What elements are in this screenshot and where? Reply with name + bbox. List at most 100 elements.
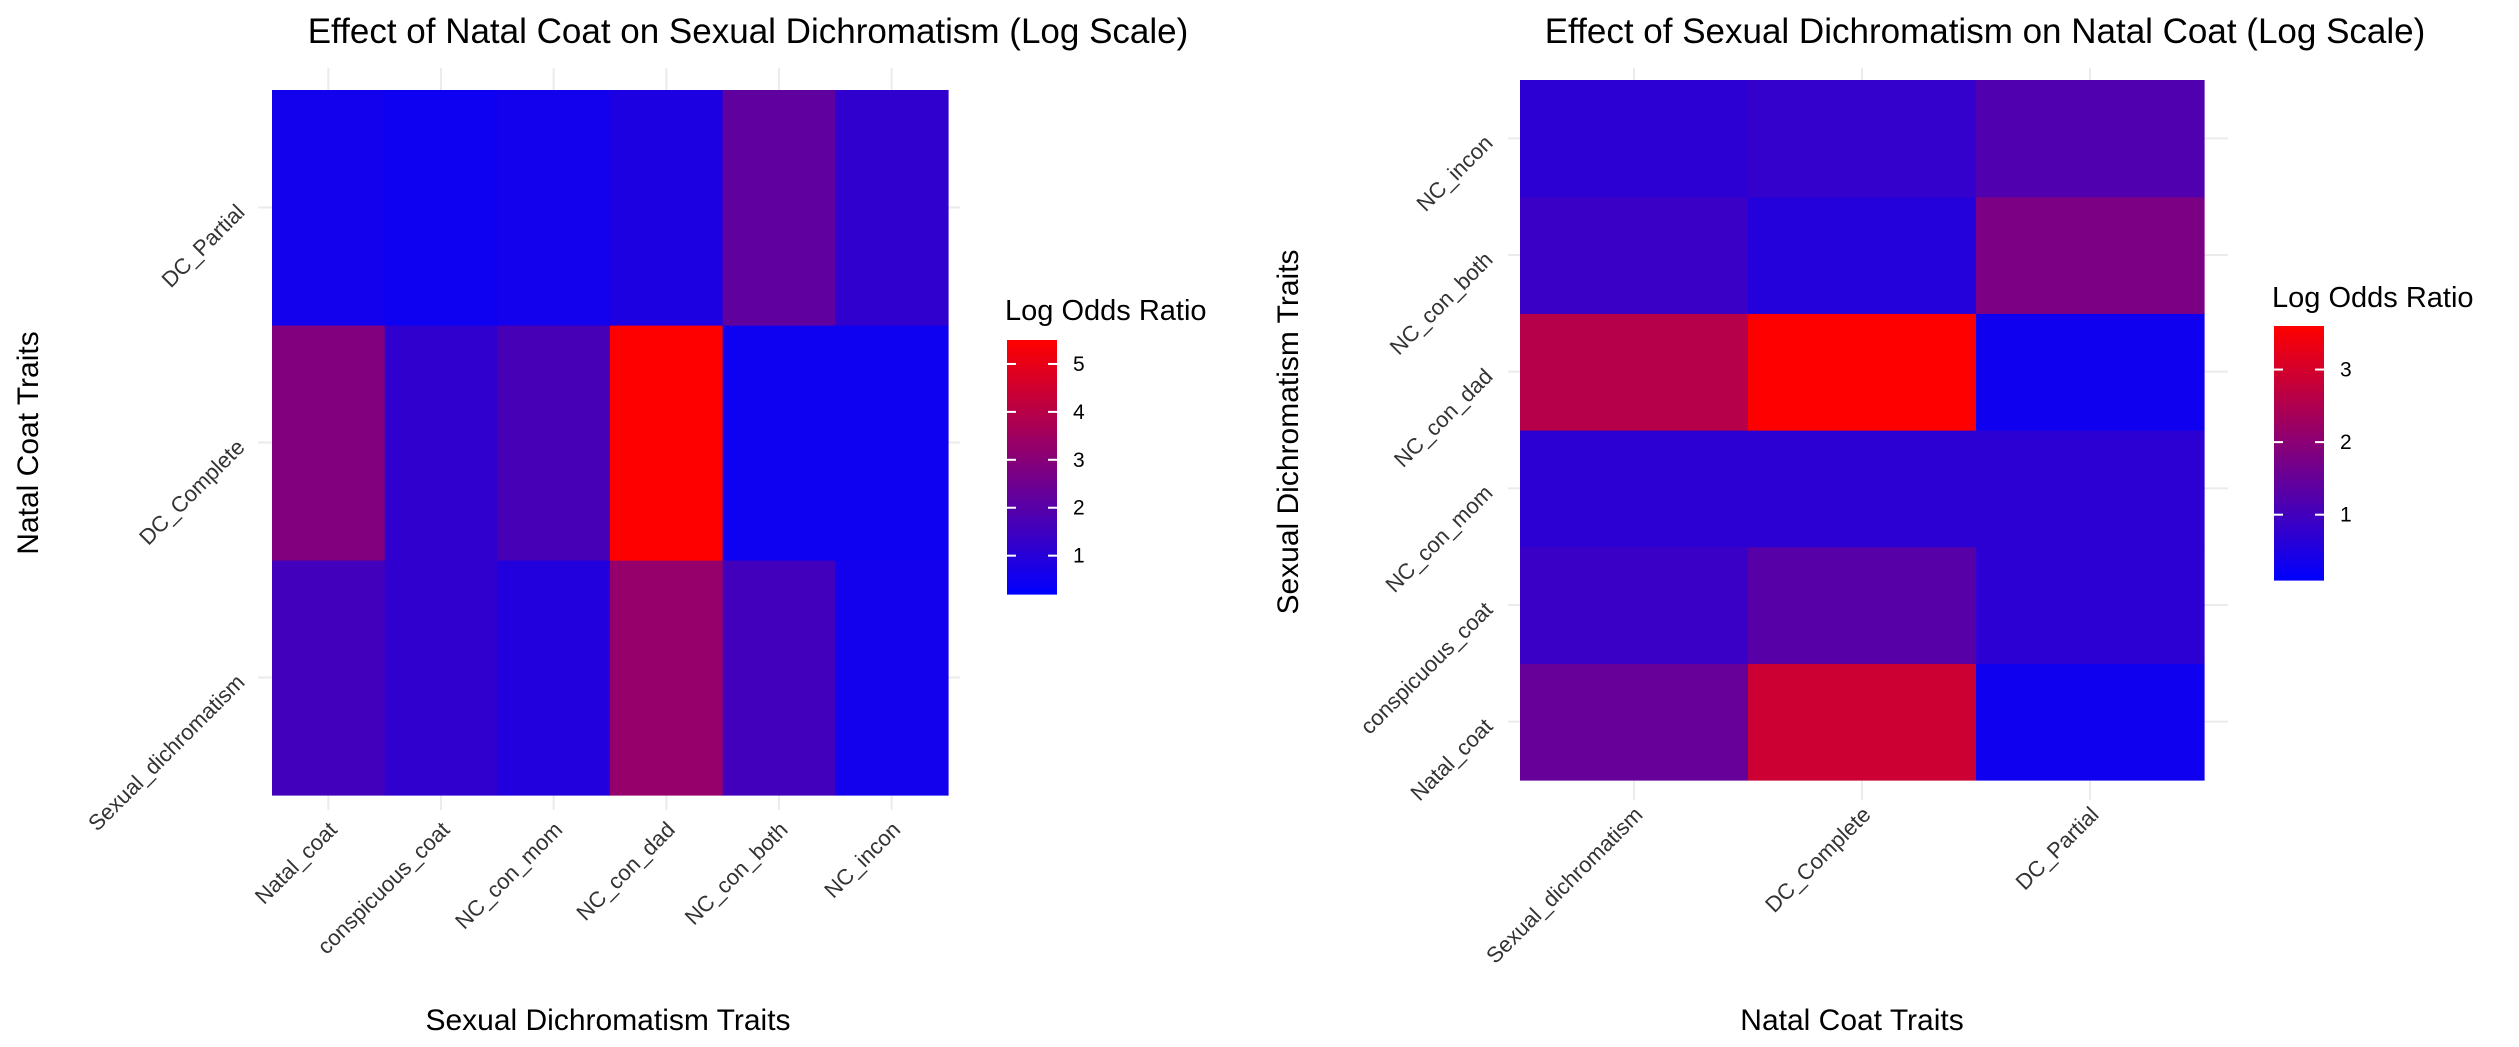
- legend-gradient-step: [1007, 411, 1057, 417]
- legend-gradient-step: [2274, 427, 2324, 433]
- legend-gradient-step: [2274, 541, 2324, 547]
- legend-gradient-step: [2274, 440, 2324, 446]
- legend-gradient-step: [1007, 450, 1057, 455]
- legend-gradient-step: [2274, 444, 2324, 450]
- legend-gradient-step: [2274, 546, 2324, 551]
- left-color-legend: Log Odds Ratio 1 2 3 4 5: [1005, 295, 1207, 595]
- legend-gradient-step: [1007, 407, 1057, 413]
- legend-gradient-step: [1007, 577, 1057, 582]
- left-x-axis-title: Sexual Dichromatism Traits: [425, 1004, 790, 1037]
- right-color-legend: Log Odds Ratio 1 2 3: [2272, 282, 2474, 581]
- legend-gradient-step: [2274, 436, 2324, 441]
- legend-gradient-step: [1007, 534, 1057, 540]
- heatmap-cell: [272, 560, 386, 796]
- legend-gradient-step: [2274, 461, 2324, 467]
- legend-gradient-step: [2274, 410, 2324, 416]
- heatmap-cell: [1520, 663, 1749, 781]
- legend-gradient-step: [2274, 326, 2324, 331]
- legend-gradient-step: [1007, 581, 1057, 587]
- legend-gradient-step: [1007, 382, 1057, 388]
- legend-gradient-step: [1007, 530, 1057, 536]
- legend-gradient-step: [1007, 399, 1057, 405]
- heatmap-cell: [835, 325, 949, 561]
- legend-gradient-step: [2274, 359, 2324, 365]
- legend-gradient-step: [1007, 441, 1057, 447]
- heatmap-cell: [497, 325, 611, 561]
- legend-gradient-step: [2274, 567, 2324, 573]
- legend-gradient-step: [2274, 524, 2324, 530]
- legend-gradient-step: [1007, 496, 1057, 502]
- legend-tick-label: 1: [2340, 504, 2352, 527]
- legend-gradient-step: [1007, 483, 1057, 489]
- heatmap-cell: [722, 90, 836, 326]
- heatmap-cell: [1976, 546, 2205, 664]
- legend-gradient-step: [1007, 522, 1057, 527]
- heatmap-cell: [1748, 196, 1977, 314]
- legend-gradient-step: [2274, 520, 2324, 526]
- legend-gradient-step: [2274, 575, 2324, 581]
- legend-gradient-step: [1007, 390, 1057, 396]
- legend-gradient-step: [2274, 453, 2324, 458]
- legend-gradient-step: [1007, 492, 1057, 498]
- heatmap-cell: [1520, 430, 1749, 548]
- heatmap-cell: [610, 325, 724, 561]
- legend-gradient-step: [2274, 372, 2324, 378]
- heatmap-cell: [835, 560, 949, 796]
- legend-tick-label: 1: [1073, 545, 1085, 568]
- right-legend-colorbar: [2274, 326, 2324, 581]
- heatmap-cell: [1520, 196, 1749, 314]
- right-y-axis-title: Sexual Dichromatism Traits: [1272, 249, 1305, 614]
- legend-gradient-step: [1007, 340, 1057, 345]
- legend-gradient-step: [1007, 538, 1057, 544]
- right-chart-title: Effect of Sexual Dichromatism on Natal C…: [1545, 12, 2426, 51]
- legend-tick-label: 3: [2340, 359, 2352, 382]
- legend-gradient-step: [2274, 516, 2324, 522]
- heatmap-cell: [1976, 313, 2205, 431]
- heatmap-cell: [497, 560, 611, 796]
- legend-gradient-step: [2274, 351, 2324, 357]
- legend-gradient-step: [2274, 397, 2324, 403]
- legend-gradient-step: [1007, 365, 1057, 371]
- legend-gradient-step: [1007, 361, 1057, 366]
- legend-gradient-step: [2274, 495, 2324, 501]
- legend-gradient-step: [1007, 424, 1057, 430]
- legend-gradient-step: [2274, 448, 2324, 454]
- legend-gradient-step: [2274, 431, 2324, 437]
- heatmap-cell: [1520, 546, 1749, 664]
- legend-gradient-step: [1007, 526, 1057, 532]
- legend-gradient-step: [1007, 475, 1057, 481]
- legend-gradient-step: [2274, 355, 2324, 361]
- legend-gradient-step: [2274, 414, 2324, 420]
- legend-gradient-step: [2274, 406, 2324, 412]
- legend-gradient-step: [1007, 560, 1057, 565]
- heatmap-cell: [1976, 80, 2205, 198]
- legend-gradient-step: [1007, 445, 1057, 451]
- legend-gradient-step: [2274, 508, 2324, 513]
- legend-gradient-step: [1007, 568, 1057, 574]
- heatmap-cell: [835, 90, 949, 326]
- legend-gradient-step: [2274, 376, 2324, 382]
- legend-gradient-step: [1007, 479, 1057, 485]
- legend-gradient-step: [1007, 564, 1057, 570]
- legend-gradient-step: [1007, 500, 1057, 506]
- heatmap-cell: [384, 325, 498, 561]
- legend-gradient-step: [2274, 334, 2324, 340]
- legend-gradient-step: [2274, 457, 2324, 463]
- legend-gradient-step: [2274, 465, 2324, 471]
- legend-gradient-step: [2274, 393, 2324, 399]
- legend-gradient-step: [2274, 503, 2324, 509]
- left-y-axis-title: Natal Coat Traits: [12, 331, 45, 554]
- legend-gradient-step: [2274, 402, 2324, 408]
- legend-gradient-step: [2274, 499, 2324, 505]
- legend-gradient-step: [1007, 416, 1057, 422]
- legend-tick-label: 3: [1073, 449, 1085, 472]
- legend-gradient-step: [2274, 550, 2324, 556]
- legend-gradient-step: [2274, 478, 2324, 484]
- legend-gradient-step: [1007, 505, 1057, 510]
- left-legend-ticks: 1 2 3 4 5: [1007, 353, 1085, 568]
- legend-gradient-step: [2274, 338, 2324, 344]
- right-legend-ticks: 1 2 3: [2274, 359, 2352, 527]
- legend-gradient-step: [1007, 572, 1057, 578]
- legend-gradient-step: [2274, 571, 2324, 577]
- legend-tick-label: 4: [1073, 401, 1085, 424]
